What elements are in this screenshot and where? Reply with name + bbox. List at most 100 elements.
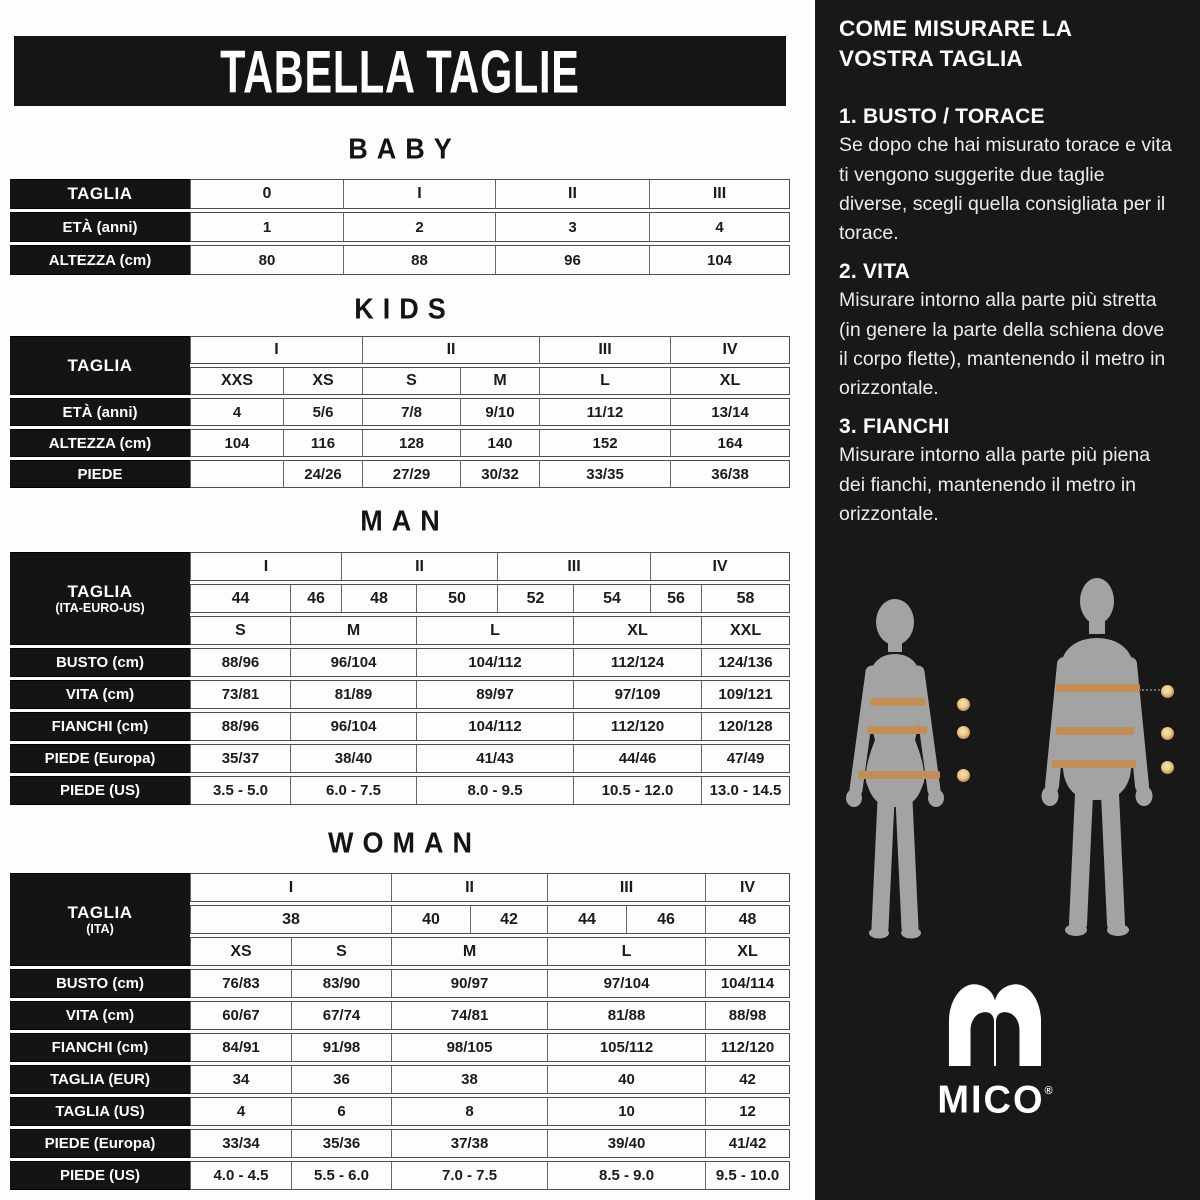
chest-band-icon	[1056, 684, 1140, 692]
size-group-cell: IV	[705, 873, 791, 902]
value-cell: 74/81	[391, 1001, 548, 1030]
value-cell: 5/6	[283, 398, 363, 426]
table-row: XS S M L XL	[10, 937, 791, 966]
value-cell: 164	[670, 429, 791, 457]
step-2-heading: 2. VITA	[839, 260, 911, 284]
value-cell: 128	[362, 429, 461, 457]
value-cell: 96	[495, 245, 649, 275]
table-row: BUSTO (cm) 76/83 83/90 90/97 97/104 104/…	[10, 969, 791, 998]
value-cell: 44/46	[573, 744, 702, 773]
size-number-cell: 40	[391, 905, 471, 934]
value-cell: 42	[705, 1065, 791, 1094]
value-cell: 8.0 - 9.5	[416, 776, 574, 805]
page-title: TABELLA TAGLIE	[220, 36, 580, 106]
value-cell: 7/8	[362, 398, 461, 426]
value-cell: 3	[495, 212, 649, 242]
value-cell: 10	[547, 1097, 706, 1126]
value-cell: 38/40	[290, 744, 417, 773]
table-row: ALTEZZA (cm) 104 116 128 140 152 164	[10, 429, 791, 457]
size-group-cell: I	[190, 336, 363, 364]
table-row: ETÀ (anni) 1 2 3 4	[10, 212, 790, 242]
value-cell: 120/128	[701, 712, 791, 741]
table-row: XXS XS S M L XL	[10, 367, 791, 395]
value-cell: 4	[190, 1097, 291, 1126]
value-cell: 40	[547, 1065, 706, 1094]
table-row: TAGLIA (US) 4 6 8 10 12	[10, 1097, 791, 1126]
size-group-cell: II	[362, 336, 540, 364]
value-cell: 24/26	[283, 460, 363, 488]
value-cell: 39/40	[547, 1129, 706, 1158]
size-number-cell: 46	[290, 584, 342, 613]
table-row: ETÀ (anni) 4 5/6 7/8 9/10 11/12 13/14	[10, 398, 791, 426]
value-cell: 12	[705, 1097, 791, 1126]
size-group-cell: IV	[670, 336, 791, 364]
table-row: VITA (cm) 60/67 67/74 74/81 81/88 88/98	[10, 1001, 791, 1030]
size-number-cell: 46	[626, 905, 706, 934]
value-cell: 104	[190, 429, 283, 457]
table-row: TAGLIA (ITA-EURO-US) I II III IV	[10, 552, 791, 645]
step-3-text: Misurare intorno alla parte più piena de…	[839, 444, 1151, 525]
value-cell: 7.0 - 7.5	[391, 1161, 548, 1190]
kids-heading: KIDS	[354, 293, 455, 325]
value-cell: 5.5 - 6.0	[291, 1161, 392, 1190]
size-cell: II	[495, 179, 649, 209]
row-label: ETÀ (anni)	[10, 398, 190, 426]
size-cell: S	[190, 616, 290, 645]
size-cell: I	[343, 179, 495, 209]
size-cell: M	[391, 937, 548, 966]
row-label: VITA (cm)	[10, 680, 190, 709]
size-cell: XS	[283, 367, 363, 395]
hip-band-icon	[858, 771, 940, 779]
value-cell: 97/104	[547, 969, 706, 998]
dotted-line	[1139, 689, 1163, 691]
bust-band-icon	[870, 698, 926, 706]
size-group-cell: I	[190, 873, 392, 902]
row-label: TAGLIA	[10, 336, 190, 395]
male-silhouette-icon	[1041, 578, 1153, 936]
row-label: PIEDE (US)	[10, 776, 190, 805]
table-row: FIANCHI (cm) 88/96 96/104 104/112 112/12…	[10, 712, 791, 741]
value-cell: 76/83	[190, 969, 291, 998]
table-row: BUSTO (cm) 88/96 96/104 104/112 112/124 …	[10, 648, 791, 677]
value-cell: 1	[190, 212, 343, 242]
value-cell: 10.5 - 12.0	[573, 776, 702, 805]
value-cell: 4	[649, 212, 790, 242]
row-label: BUSTO (cm)	[10, 648, 190, 677]
female-silhouette-icon	[846, 599, 944, 939]
value-cell: 81/89	[290, 680, 417, 709]
size-cell: XS	[190, 937, 291, 966]
size-number-cell: 52	[497, 584, 574, 613]
value-cell: 96/104	[290, 712, 417, 741]
value-cell: 9/10	[460, 398, 540, 426]
value-cell: 112/120	[573, 712, 702, 741]
value-cell: 109/121	[701, 680, 791, 709]
measure-dot-icon	[957, 698, 970, 711]
size-cell: XL	[573, 616, 702, 645]
measuring-guide: COME MISURARE LA VOSTRA TAGLIA 1. BUSTO …	[815, 0, 1200, 529]
value-cell: 140	[460, 429, 540, 457]
size-number-cell: 38	[190, 905, 392, 934]
value-cell: 88	[343, 245, 495, 275]
row-label: FIANCHI (cm)	[10, 1033, 190, 1062]
value-cell: 6	[291, 1097, 392, 1126]
taglia-label: TAGLIA	[67, 903, 133, 922]
value-cell: 98/105	[391, 1033, 548, 1062]
size-cell: L	[547, 937, 706, 966]
table-row: TAGLIA 0 I II III	[10, 179, 790, 209]
guide-title: COME MISURARE LA VOSTRA TAGLIA	[839, 16, 1072, 71]
size-number-cell: 48	[341, 584, 417, 613]
value-cell: 33/34	[190, 1129, 291, 1158]
table-row: S M L XL XXL	[10, 616, 791, 645]
measure-dot-icon	[957, 769, 970, 782]
size-cell: M	[460, 367, 540, 395]
taglia-label: TAGLIA	[67, 582, 133, 601]
value-cell: 73/81	[190, 680, 290, 709]
size-number-cell: 58	[701, 584, 791, 613]
table-row: 38 40 42 44 46 48	[10, 905, 791, 934]
value-cell: 35/36	[291, 1129, 392, 1158]
value-cell	[190, 460, 283, 488]
value-cell: 80	[190, 245, 343, 275]
value-cell: 9.5 - 10.0	[705, 1161, 791, 1190]
value-cell: 97/109	[573, 680, 702, 709]
size-number-cell: 54	[573, 584, 651, 613]
